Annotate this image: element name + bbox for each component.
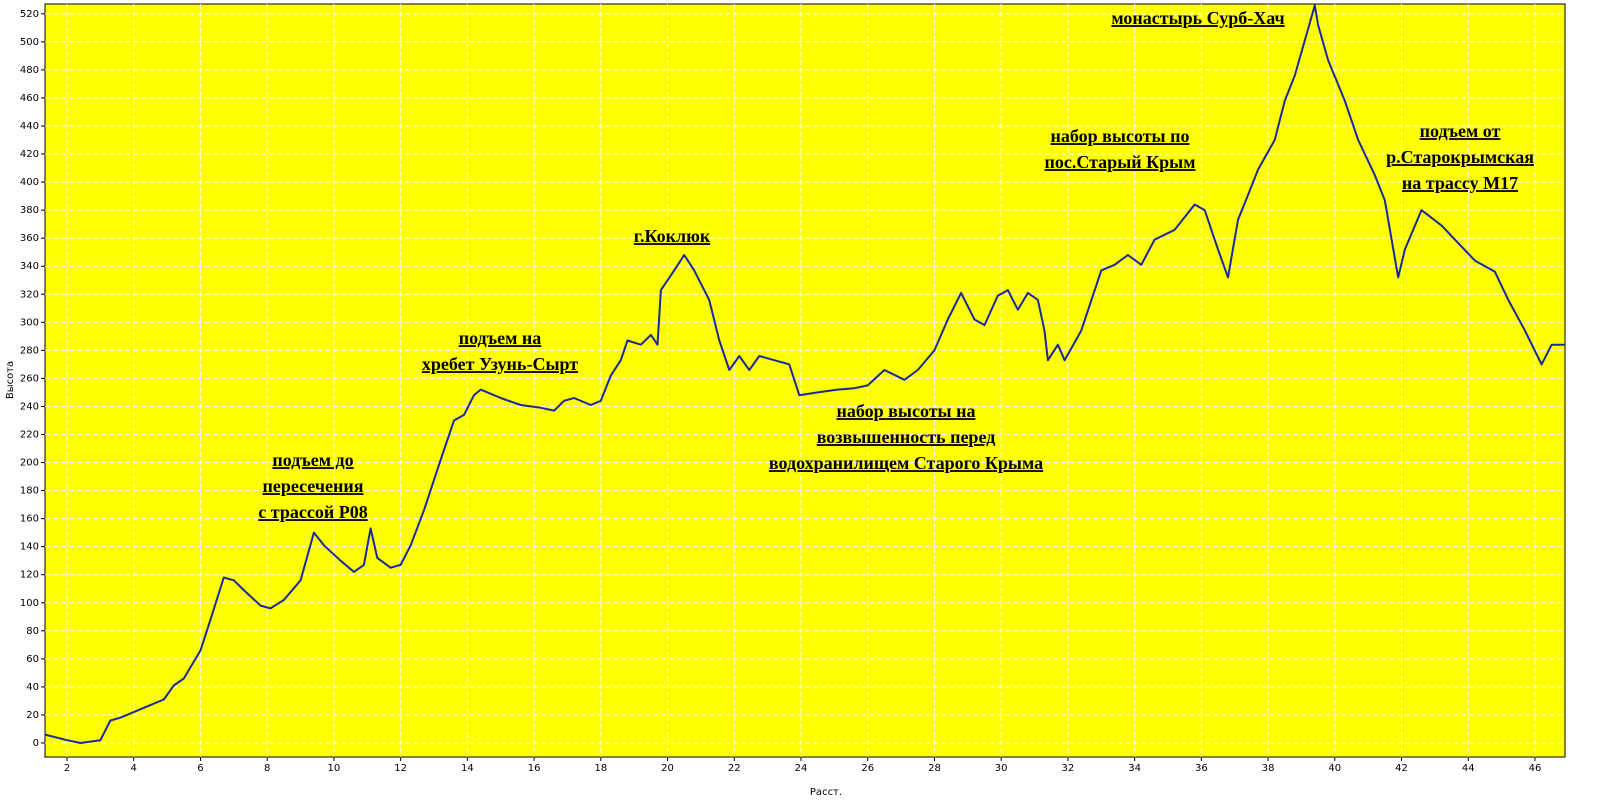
y-tick-label: 40 (26, 682, 39, 693)
x-tick-label: 36 (1195, 763, 1208, 774)
y-tick-label: 0 (33, 738, 39, 749)
x-tick-label: 26 (861, 763, 874, 774)
y-tick-label: 240 (20, 401, 39, 412)
x-tick-label: 14 (461, 763, 474, 774)
y-tick-label: 20 (26, 710, 39, 721)
x-tick-label: 42 (1395, 763, 1408, 774)
annotation: пос.Старый Крым (1045, 152, 1196, 172)
x-tick-label: 8 (264, 763, 270, 774)
y-tick-label: 320 (20, 289, 39, 300)
y-tick-label: 340 (20, 261, 39, 272)
x-tick-label: 6 (197, 763, 203, 774)
y-tick-label: 400 (20, 177, 39, 188)
x-tick-label: 44 (1462, 763, 1475, 774)
annotation: подъем от (1420, 121, 1501, 141)
x-tick-label: 32 (1062, 763, 1075, 774)
annotation: набор высоты по (1051, 126, 1190, 146)
x-tick-label: 46 (1529, 763, 1542, 774)
annotation: монастырь Сурб-Хач (1111, 8, 1284, 28)
y-tick-label: 380 (20, 205, 39, 216)
annotation: с трассой Р08 (258, 502, 367, 522)
y-tick-label: 220 (20, 429, 39, 440)
annotation: на трассу М17 (1402, 173, 1518, 193)
x-tick-label: 16 (528, 763, 541, 774)
annotation: набор высоты на (837, 401, 976, 421)
plot-area (44, 3, 1566, 758)
x-tick-label: 30 (995, 763, 1008, 774)
x-tick-label: 4 (131, 763, 137, 774)
x-tick-label: 12 (394, 763, 407, 774)
x-tick-label: 2 (64, 763, 70, 774)
y-tick-label: 440 (20, 121, 39, 132)
y-tick-label: 80 (26, 626, 39, 637)
elevation-line (44, 4, 1565, 744)
y-tick-label: 180 (20, 486, 39, 497)
y-tick-label: 520 (20, 9, 39, 20)
x-tick-label: 40 (1328, 763, 1341, 774)
x-tick-label: 20 (661, 763, 674, 774)
annotation: р.Старокрымская (1386, 147, 1534, 167)
annotation: хребет Узунь-Сырт (422, 354, 578, 374)
y-tick-label: 420 (20, 149, 39, 160)
annotation: пересечения (263, 476, 364, 496)
x-tick-label: 24 (795, 763, 808, 774)
x-tick-label: 34 (1128, 763, 1141, 774)
annotation: г.Коклюк (634, 226, 711, 246)
y-tick-label: 280 (20, 345, 39, 356)
x-tick-label: 38 (1262, 763, 1275, 774)
x-axis-label: Расст. (810, 787, 842, 798)
annotation: водохранилищем Старого Крыма (769, 453, 1043, 473)
y-tick-label: 500 (20, 37, 39, 48)
y-axis-label: Высота (5, 361, 16, 399)
y-tick-label: 200 (20, 458, 39, 469)
y-tick-label: 120 (20, 570, 39, 581)
y-tick-label: 460 (20, 93, 39, 104)
annotation: возвышенность перед (817, 427, 996, 447)
x-tick-label: 28 (928, 763, 941, 774)
x-tick-label: 18 (594, 763, 607, 774)
x-tick-label: 22 (728, 763, 741, 774)
y-tick-label: 260 (20, 373, 39, 384)
y-tick-label: 360 (20, 233, 39, 244)
y-tick-label: 60 (26, 654, 39, 665)
y-tick-label: 160 (20, 514, 39, 525)
annotation: подъем до (272, 450, 353, 470)
annotation: подъем на (459, 328, 542, 348)
y-tick-label: 100 (20, 598, 39, 609)
y-tick-label: 300 (20, 317, 39, 328)
y-tick-label: 140 (20, 542, 39, 553)
x-tick-label: 10 (328, 763, 341, 774)
y-tick-label: 480 (20, 65, 39, 76)
